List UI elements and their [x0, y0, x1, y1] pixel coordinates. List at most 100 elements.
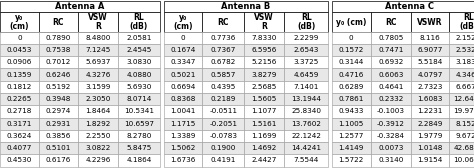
Text: 6.9077: 6.9077 — [417, 47, 443, 53]
Bar — [411, 118, 449, 130]
Bar — [0, 118, 39, 130]
Text: 0.3624: 0.3624 — [7, 133, 32, 139]
Bar — [0, 105, 39, 118]
Text: 1.5605: 1.5605 — [252, 96, 277, 102]
Bar — [164, 118, 202, 130]
Text: 0.0453: 0.0453 — [7, 47, 32, 53]
Text: 0.6176: 0.6176 — [46, 157, 71, 163]
Bar — [78, 12, 118, 32]
Bar — [39, 142, 78, 154]
Text: 1.6083: 1.6083 — [417, 96, 443, 102]
Bar — [244, 93, 284, 105]
Bar — [284, 93, 328, 105]
Text: 1.6736: 1.6736 — [170, 157, 196, 163]
Bar — [284, 12, 328, 32]
Text: 2.1526: 2.1526 — [456, 35, 474, 41]
Text: VSW
R: VSW R — [255, 13, 274, 31]
Text: 6.6670: 6.6670 — [456, 84, 474, 90]
Bar — [78, 44, 118, 56]
Text: 0.3856: 0.3856 — [46, 133, 71, 139]
Bar — [202, 130, 244, 142]
Bar — [118, 32, 160, 44]
Bar — [332, 12, 371, 32]
Bar — [332, 32, 371, 44]
Text: RL
(dB): RL (dB) — [130, 13, 148, 31]
Bar — [449, 32, 474, 44]
Bar — [284, 69, 328, 81]
Bar — [202, 56, 244, 69]
Text: y₀
(cm): y₀ (cm) — [173, 13, 193, 31]
Text: 3.0830: 3.0830 — [126, 59, 152, 65]
Text: 0.3948: 0.3948 — [46, 96, 71, 102]
Text: 0.5192: 0.5192 — [46, 84, 71, 90]
Text: 0.3140: 0.3140 — [378, 157, 403, 163]
Bar — [164, 142, 202, 154]
Text: 0.4395: 0.4395 — [210, 84, 236, 90]
Text: 0.7367: 0.7367 — [210, 47, 236, 53]
Bar — [118, 142, 160, 154]
Bar — [164, 81, 202, 93]
Bar — [0, 2, 160, 12]
Bar — [118, 130, 160, 142]
Text: 1.9779: 1.9779 — [417, 133, 443, 139]
Text: 0.4077: 0.4077 — [7, 145, 32, 151]
Text: Antenna C: Antenna C — [385, 2, 434, 11]
Bar — [0, 130, 39, 142]
Text: 0: 0 — [17, 35, 22, 41]
Text: 25.8340: 25.8340 — [291, 108, 321, 114]
Text: 2.5685: 2.5685 — [252, 84, 277, 90]
Text: 0.7471: 0.7471 — [378, 47, 403, 53]
Text: 1.4692: 1.4692 — [252, 145, 277, 151]
Text: 0.7538: 0.7538 — [46, 47, 71, 53]
Bar — [202, 105, 244, 118]
Text: 4.0797: 4.0797 — [417, 72, 443, 78]
Text: 0.1674: 0.1674 — [170, 47, 196, 53]
Bar — [284, 118, 328, 130]
Bar — [118, 105, 160, 118]
Text: 7.5544: 7.5544 — [293, 157, 319, 163]
Text: 0.3347: 0.3347 — [170, 59, 196, 65]
Text: -0.0511: -0.0511 — [209, 108, 237, 114]
Bar — [202, 142, 244, 154]
Bar — [371, 93, 411, 105]
Text: -0.0783: -0.0783 — [209, 133, 237, 139]
Text: 0.7861: 0.7861 — [338, 96, 364, 102]
Text: 0.3144: 0.3144 — [338, 59, 364, 65]
Text: 6.5956: 6.5956 — [252, 47, 277, 53]
Bar — [0, 56, 39, 69]
Bar — [39, 130, 78, 142]
Bar — [0, 142, 39, 154]
Bar — [411, 44, 449, 56]
Bar — [449, 56, 474, 69]
Bar — [411, 81, 449, 93]
Bar — [0, 44, 39, 56]
Text: 10.5341: 10.5341 — [124, 108, 154, 114]
Bar — [332, 56, 371, 69]
Text: RC: RC — [218, 17, 229, 27]
Text: 0: 0 — [349, 35, 354, 41]
Bar — [78, 154, 118, 167]
Bar — [0, 93, 39, 105]
Text: 4.0880: 4.0880 — [126, 72, 152, 78]
Bar — [39, 32, 78, 44]
Text: 0.9433: 0.9433 — [338, 108, 364, 114]
Bar — [118, 56, 160, 69]
Text: 4.3466: 4.3466 — [456, 72, 474, 78]
Text: 8.1529: 8.1529 — [456, 121, 474, 127]
Text: 1.4149: 1.4149 — [338, 145, 364, 151]
Text: 5.6930: 5.6930 — [126, 84, 152, 90]
Bar — [118, 93, 160, 105]
Bar — [449, 44, 474, 56]
Bar — [244, 105, 284, 118]
Text: 4.3276: 4.3276 — [85, 72, 110, 78]
Bar — [202, 81, 244, 93]
Text: 0.4641: 0.4641 — [378, 84, 403, 90]
Text: RC: RC — [53, 17, 64, 27]
Bar — [332, 105, 371, 118]
Text: 0.6694: 0.6694 — [170, 84, 196, 90]
Text: 1.2231: 1.2231 — [417, 108, 443, 114]
Bar — [39, 44, 78, 56]
Bar — [78, 32, 118, 44]
Text: 2.2849: 2.2849 — [417, 121, 443, 127]
Text: 7.8330: 7.8330 — [252, 35, 277, 41]
